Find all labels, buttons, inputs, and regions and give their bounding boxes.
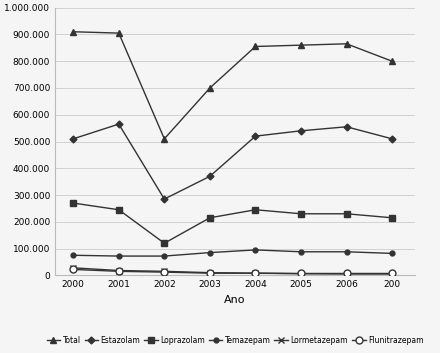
Legend: Total, Estazolam, Loprazolam, Temazepam, Lormetazepam, Flunitrazepam: Total, Estazolam, Loprazolam, Temazepam,… bbox=[44, 333, 426, 348]
X-axis label: Ano: Ano bbox=[224, 295, 246, 305]
